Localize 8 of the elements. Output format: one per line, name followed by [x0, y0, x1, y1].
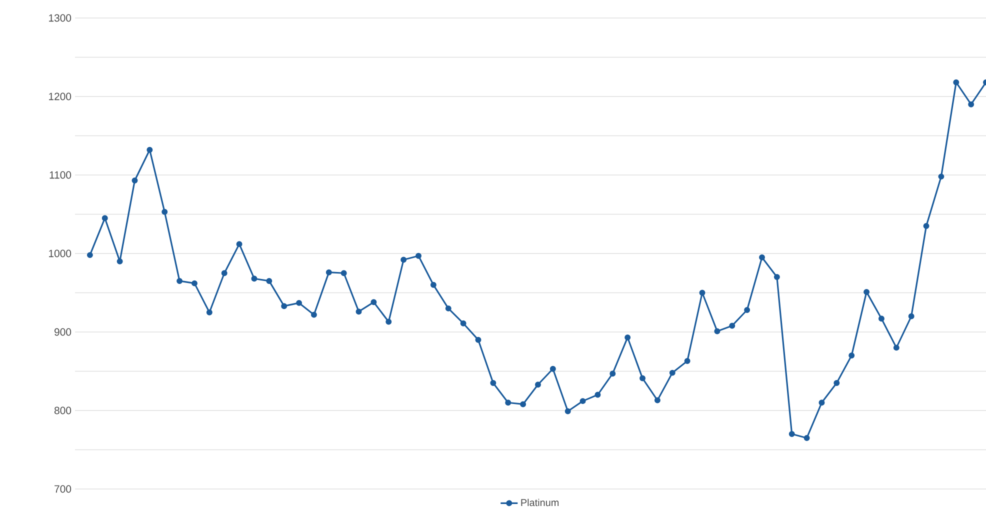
y-tick-label: 900: [54, 328, 72, 336]
y-tick-label: 1000: [49, 250, 72, 258]
y-tick-label: 800: [54, 406, 72, 414]
legend-label: Platinum: [521, 498, 559, 506]
y-tick-label: 700: [54, 485, 72, 493]
y-tick-label: 1100: [50, 171, 72, 179]
y-tick-label: 1300: [49, 14, 72, 22]
y-tick-label: 1200: [49, 92, 72, 100]
